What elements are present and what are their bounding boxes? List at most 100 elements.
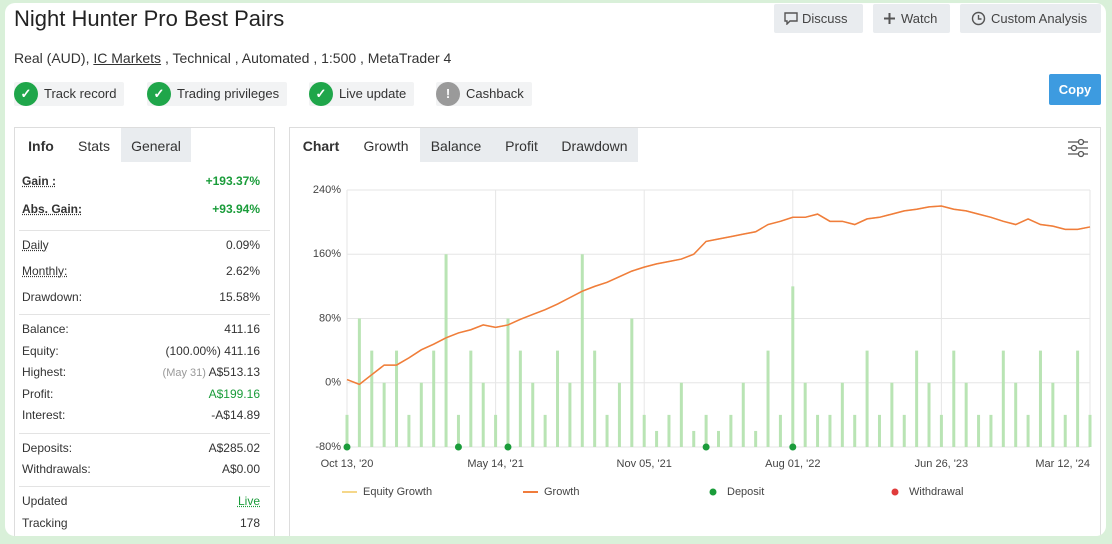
bar: [915, 350, 919, 447]
bar: [840, 382, 844, 447]
bar: [494, 414, 498, 447]
x-tick-label: May 14, '21: [467, 458, 524, 470]
separator: [19, 486, 270, 487]
bar: [1088, 414, 1092, 447]
bar: [432, 350, 436, 447]
account-type: Real (AUD),: [14, 50, 90, 66]
stat-value: (100.00%) 411.16: [165, 341, 260, 361]
stat-value-text: 411.16: [224, 322, 260, 336]
bar: [1076, 350, 1080, 447]
stat-value-text: 2.62%: [225, 264, 260, 278]
bar: [630, 318, 634, 447]
stat-value-text: 178: [239, 515, 260, 530]
legend-swatch: [891, 488, 899, 496]
stat-value-text: A$285.02: [208, 441, 260, 455]
action-label: Discuss: [802, 11, 848, 26]
stat-label: Profit:: [22, 386, 54, 401]
bar: [617, 382, 621, 447]
action-label: Watch: [901, 11, 938, 26]
stat-label: Daily: [22, 238, 49, 252]
bar: [828, 414, 832, 447]
chart-tab[interactable]: Profit: [492, 128, 551, 162]
stat-value-text: 411.16: [224, 343, 260, 358]
stats-tab[interactable]: General: [121, 128, 191, 162]
subtitle: Real (AUD), IC Markets , Technical , Aut…: [14, 50, 451, 66]
bar: [766, 350, 770, 447]
settings-icon[interactable]: [1067, 137, 1089, 159]
x-tick-label: Oct 13, '20: [321, 458, 374, 470]
bar: [357, 318, 361, 447]
bar: [593, 350, 597, 447]
bar: [407, 414, 411, 447]
stat-value: +93.94%: [212, 199, 260, 219]
y-tick-label: 160%: [313, 248, 341, 260]
badge-label: Trading privileges: [177, 86, 280, 101]
action-button[interactable]: Discuss: [774, 4, 863, 33]
bar: [977, 414, 981, 447]
separator: [19, 314, 270, 315]
x-tick-label: Nov 05, '21: [617, 458, 672, 470]
marker: [702, 443, 710, 451]
bar: [667, 414, 671, 447]
bar: [679, 382, 683, 447]
badge-label: Live update: [339, 86, 407, 101]
bar: [778, 414, 782, 447]
badge-label: Track record: [44, 86, 117, 101]
stat-label: Balance:: [22, 322, 69, 336]
badge-icon: ✓: [147, 82, 171, 106]
bar: [481, 382, 485, 447]
stat-value: +193.37%: [206, 171, 260, 191]
badge-icon: !: [436, 82, 460, 106]
stat-value-text: 0.09%: [225, 238, 260, 252]
bar: [1063, 414, 1067, 447]
stat-value: 0.09%: [226, 235, 260, 255]
bar: [927, 382, 931, 447]
bar: [754, 430, 758, 447]
bar: [890, 382, 894, 447]
stat-label: Updated: [22, 494, 68, 508]
bar: [419, 382, 423, 447]
stats-tab[interactable]: Info: [28, 138, 54, 154]
stat-value-text: Live: [237, 494, 260, 508]
stat-value-text: A$513.13: [208, 365, 260, 379]
marker: [789, 443, 797, 451]
action-button[interactable]: Custom Analysis: [960, 4, 1101, 33]
chart-tab[interactable]: Balance: [420, 128, 492, 162]
stat-value: A$0.00: [222, 459, 260, 479]
title: Night Hunter Pro Best Pairs: [14, 6, 285, 31]
chart-label: Chart: [302, 138, 340, 154]
marker: [504, 443, 512, 451]
badge-icon: ✓: [14, 82, 38, 106]
stat-value: A$285.02: [209, 438, 260, 458]
bar: [853, 414, 857, 447]
stats-tab[interactable]: Stats: [78, 138, 110, 154]
bar: [580, 254, 584, 447]
bar: [605, 414, 609, 447]
bar: [382, 382, 386, 447]
account-details: , Technical , Automated , 1:500 , MetaTr…: [164, 50, 452, 66]
stat-note: (100.00%): [165, 343, 221, 358]
action-button[interactable]: Watch: [873, 4, 950, 33]
chart-tab[interactable]: Drawdown: [551, 128, 638, 162]
bar: [456, 414, 460, 447]
bar: [704, 414, 708, 447]
marker: [343, 443, 351, 451]
copy-button[interactable]: Copy: [1049, 74, 1101, 105]
bar: [556, 350, 560, 447]
bar: [964, 382, 968, 447]
badge: ✓ Track record: [14, 82, 125, 106]
broker-link[interactable]: IC Markets: [93, 50, 162, 66]
stat-value: 2.62%: [226, 261, 260, 281]
bar: [531, 382, 535, 447]
stat-value: -A$14.89: [211, 405, 260, 425]
badge: ✓ Live update: [309, 82, 415, 106]
bar: [729, 414, 733, 447]
badge-label: Cashback: [466, 86, 524, 101]
badge: ✓ Trading privileges: [147, 82, 288, 106]
chart-tab[interactable]: Growth: [363, 138, 409, 154]
separator: [19, 433, 270, 434]
y-tick-label: 0%: [325, 377, 341, 389]
stat-value: A$199.16: [209, 384, 260, 404]
